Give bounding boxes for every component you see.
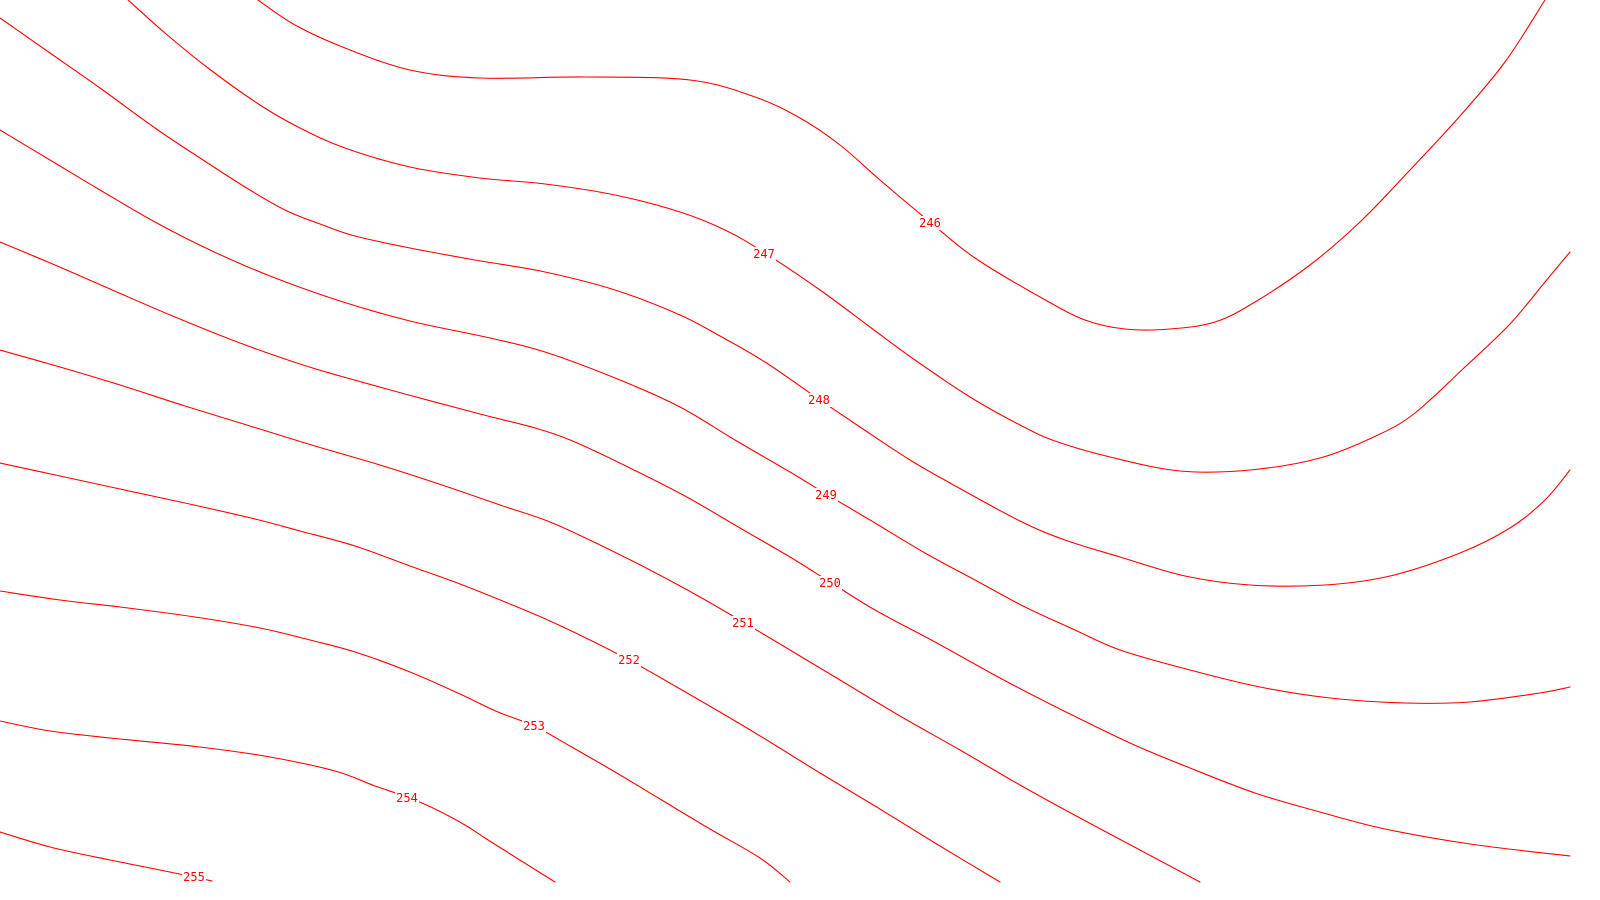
contour-line-248 xyxy=(0,17,1571,587)
contour-label-background-249 xyxy=(814,488,838,502)
contour-line-252 xyxy=(0,462,1001,883)
contour-label-255: 255 xyxy=(183,870,205,884)
contour-labels: 246 247 248 249 250 251 252 253 254 255 xyxy=(182,216,942,884)
contour-line-253 xyxy=(0,590,791,883)
contour-label-250: 250 xyxy=(819,576,841,590)
contour-label-background-254 xyxy=(395,791,419,805)
contour-label-background-250 xyxy=(818,576,842,590)
contour-label-254: 254 xyxy=(396,791,418,805)
contour-label-background-247 xyxy=(752,247,776,261)
contour-label-background-253 xyxy=(522,719,546,733)
contour-line-247 xyxy=(127,0,1571,473)
contour-line-254 xyxy=(0,720,556,883)
contour-label-background-255 xyxy=(182,870,206,884)
contour-label-248: 248 xyxy=(808,393,830,407)
contour-label-background-246 xyxy=(918,216,942,230)
contour-label-252: 252 xyxy=(618,653,640,667)
contour-label-247: 247 xyxy=(753,247,775,261)
contour-line-246 xyxy=(257,0,1546,331)
contour-line-251 xyxy=(0,349,1201,883)
contour-label-253: 253 xyxy=(523,719,545,733)
contour-label-251: 251 xyxy=(732,616,754,630)
contour-label-249: 249 xyxy=(815,488,837,502)
contour-label-246: 246 xyxy=(919,216,941,230)
contour-label-background-251 xyxy=(731,616,755,630)
contour-label-background-248 xyxy=(807,393,831,407)
contour-label-background-252 xyxy=(617,653,641,667)
contour-line-250 xyxy=(0,241,1571,857)
contour-line-249 xyxy=(0,129,1571,704)
contour-lines xyxy=(0,0,1571,883)
